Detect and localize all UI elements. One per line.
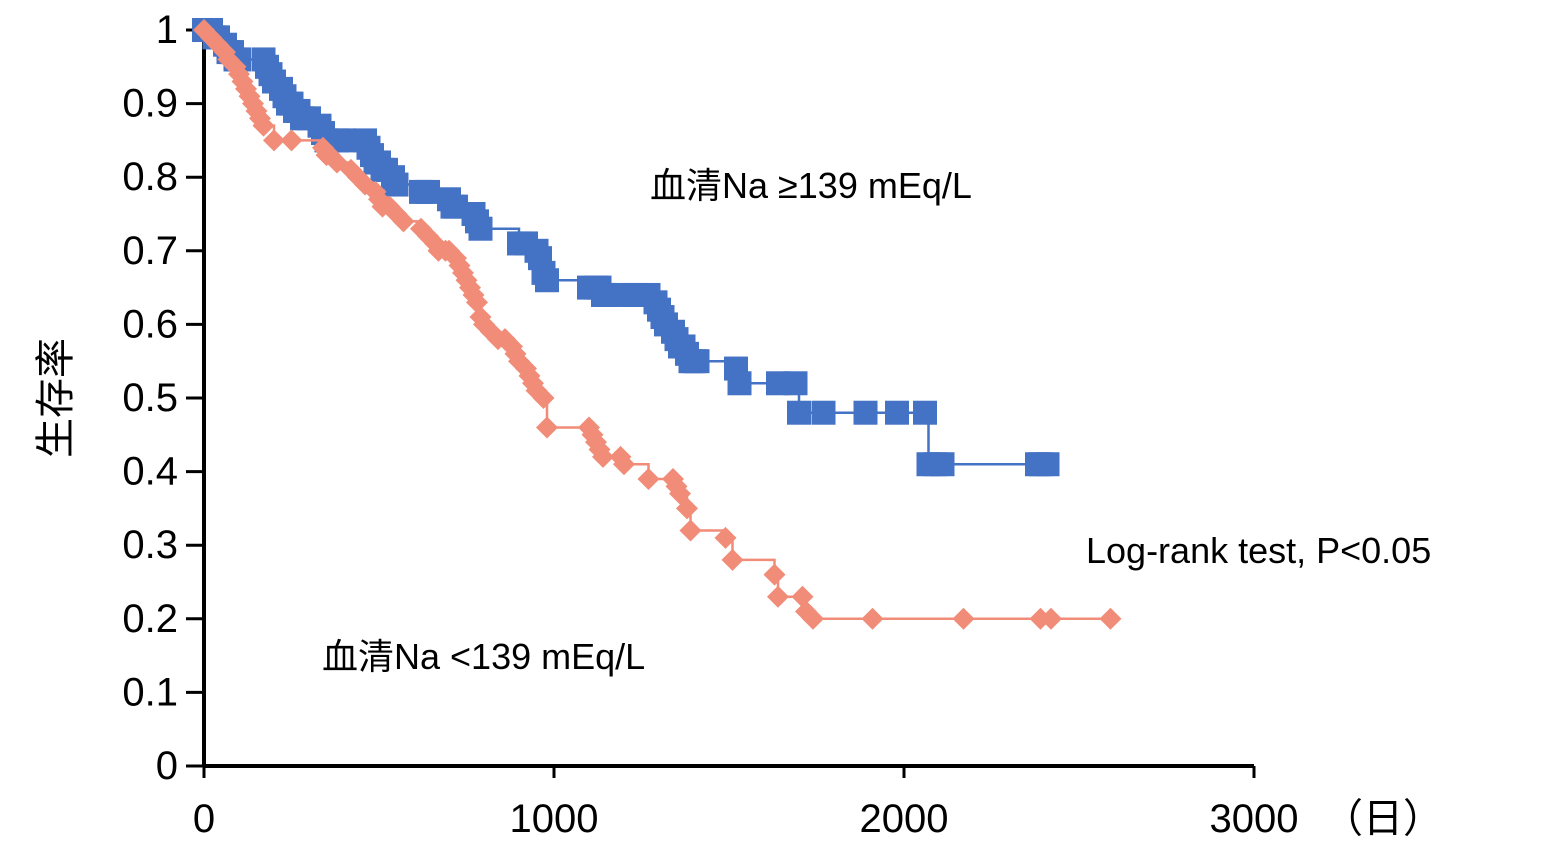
y-tick-label: 0: [156, 744, 178, 788]
data-point-square: [913, 400, 937, 425]
x-tick-label: 2000: [860, 797, 949, 841]
data-point-diamond: [280, 129, 303, 152]
data-point-diamond: [721, 548, 744, 571]
data-point-diamond: [217, 48, 240, 71]
data-point-square: [885, 400, 909, 425]
data-point-diamond: [802, 607, 824, 630]
x-axis: 0 1000 2000 3000: [193, 764, 1299, 841]
data-point-square: [1035, 452, 1060, 477]
series-high-na: [192, 18, 1060, 477]
data-point-diamond: [532, 387, 555, 409]
data-point-square: [783, 371, 808, 396]
data-point-diamond: [952, 607, 975, 630]
data-point-diamond: [791, 585, 814, 608]
data-point-square: [685, 349, 710, 374]
y-tick-label: 0.2: [122, 597, 178, 641]
y-tick-label: 0.5: [122, 376, 178, 420]
data-point-diamond: [592, 445, 614, 468]
data-point-diamond: [536, 416, 558, 439]
data-point-diamond: [252, 114, 275, 137]
y-tick-label: 0.9: [122, 82, 178, 126]
y-tick-label: 0.3: [122, 523, 178, 567]
data-point-square: [853, 400, 878, 425]
data-point-square: [811, 400, 836, 425]
data-point-diamond: [767, 585, 789, 608]
y-axis: 0 0.1 0.2 0.3 0.4 0.5 0.6 0.7 0.8 0.9 1: [122, 8, 206, 788]
data-point-diamond: [676, 497, 698, 520]
x-tick-label: 3000: [1210, 797, 1299, 841]
data-point-diamond: [679, 519, 702, 542]
y-tick-label: 0.6: [122, 302, 178, 346]
x-axis-unit-label: （日）: [1323, 797, 1443, 841]
data-point-diamond: [1099, 607, 1122, 630]
survival-step-line: [204, 28, 1048, 466]
data-point-diamond: [392, 210, 415, 233]
y-tick-label: 0.8: [122, 155, 178, 199]
data-point-diamond: [714, 526, 737, 549]
data-point-diamond: [1040, 607, 1062, 630]
data-point-square: [416, 179, 440, 204]
y-tick-label: 0.7: [122, 229, 178, 273]
data-point-diamond: [637, 467, 660, 490]
y-axis-label: 生存率: [33, 338, 79, 458]
data-point-square: [384, 172, 409, 197]
annotation-high-na: 血清Na ≥139 mEq/L: [650, 165, 972, 206]
annotation-low-na: 血清Na <139 mEq/L: [322, 636, 645, 677]
series-low-na: [193, 19, 1122, 630]
data-point-diamond: [466, 291, 488, 314]
data-point-square: [930, 452, 955, 477]
y-tick-label: 0.4: [122, 450, 178, 494]
x-tick-label: 1000: [510, 797, 599, 841]
data-point-square: [787, 400, 811, 425]
data-point-diamond: [763, 563, 786, 586]
data-point-square: [332, 128, 356, 153]
annotation-log-rank-test: Log-rank test, P<0.05: [1086, 530, 1431, 571]
y-tick-label: 0.1: [122, 670, 178, 714]
data-point-square: [727, 371, 752, 396]
data-point-square: [535, 268, 559, 293]
data-point-square: [468, 216, 493, 241]
data-point-diamond: [861, 607, 884, 630]
x-tick-label: 0: [193, 797, 215, 841]
y-tick-label: 1: [156, 8, 178, 52]
data-point-diamond: [263, 129, 285, 152]
series-layer: [192, 18, 1122, 630]
data-point-diamond: [613, 453, 635, 476]
